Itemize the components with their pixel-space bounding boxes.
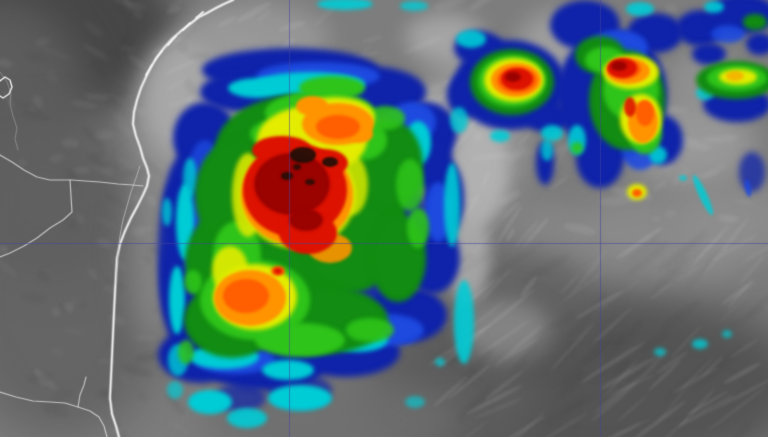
satellite-image	[0, 0, 768, 437]
satellite-canvas	[0, 0, 768, 437]
